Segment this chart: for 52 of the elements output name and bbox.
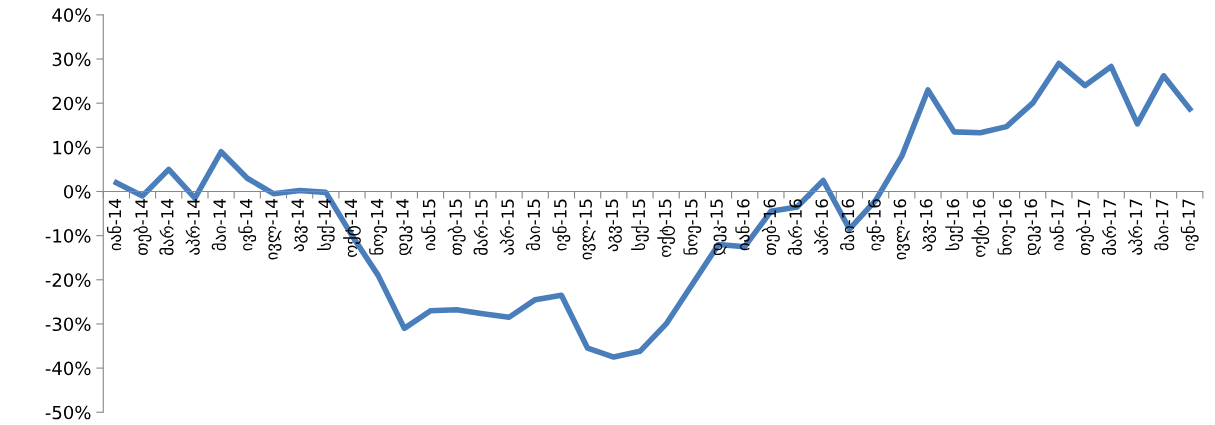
x-tick-label: ივლ-16: [893, 199, 910, 260]
x-tick-label: აპრ-16: [813, 199, 829, 255]
x-tick-label: მარ-15: [473, 199, 488, 255]
x-tick-label: აგვ-14: [291, 199, 308, 252]
x-tick-label: თებ-14: [133, 199, 152, 255]
x-tick-label: ივნ-14: [238, 199, 257, 251]
x-tick-label: ივლ-15: [579, 199, 596, 260]
x-tick-label: აპრ-17: [1128, 199, 1143, 255]
x-tick-label: მაი-17: [1154, 199, 1169, 251]
x-tick-label: აპრ-15: [499, 199, 514, 255]
x-tick-label: თებ-16: [761, 199, 780, 255]
x-tick-label: ნოე-16: [997, 199, 1016, 255]
x-tick-label: მაი-14: [211, 199, 226, 251]
x-tick-label: ნოე-15: [683, 199, 702, 255]
x-tick-label: ივნ-15: [552, 199, 571, 251]
x-tick-label: ივნ-16: [866, 199, 885, 251]
x-tick-label: ივნ-17: [1180, 199, 1199, 251]
x-tick-label: ოქტ-14: [343, 199, 361, 258]
x-tick-label: ივლ-14: [265, 199, 282, 260]
x-tick-label: იან-14: [107, 199, 122, 251]
y-tick-label: -20%: [45, 273, 91, 287]
x-tick-label: იან-15: [421, 199, 436, 251]
y-tick-label: -30%: [45, 317, 91, 332]
x-tick-label: მაი-16: [840, 199, 855, 251]
x-tick-label: დეკ-15: [710, 199, 727, 256]
y-tick-label: 20%: [52, 96, 91, 111]
x-tick-label: მარ-16: [787, 199, 802, 255]
y-tick-label: -40%: [45, 361, 91, 376]
x-tick-label: დეკ-16: [1024, 199, 1041, 256]
y-tick-label: -50%: [45, 405, 91, 420]
x-tick-label: თებ-15: [447, 199, 466, 255]
x-tick-label: აპრ-14: [185, 199, 200, 255]
x-tick-label: მაი-15: [525, 199, 541, 251]
x-tick-label: მარ-17: [1101, 199, 1117, 255]
x-tick-label: თებ-17: [1076, 199, 1094, 255]
y-tick-label: 40%: [52, 8, 91, 22]
x-tick-label: სექ-14: [316, 199, 335, 250]
y-tick-label: 0%: [64, 184, 91, 199]
x-tick-label: აგვ-16: [919, 199, 937, 252]
y-tick-label: -10%: [45, 229, 91, 243]
x-tick-label: ნოე-14: [369, 199, 388, 255]
x-tick-label: იან-16: [735, 199, 750, 251]
x-tick-label: ოქტ-16: [971, 199, 990, 258]
x-tick-label: მარ-14: [159, 199, 174, 255]
y-tick-label: 10%: [53, 140, 91, 155]
x-tick-label: დეკ-14: [396, 199, 413, 256]
x-tick-label: იან-17: [1049, 199, 1064, 251]
x-tick-label: ოქტ-15: [657, 199, 676, 258]
x-tick-label: სექ-15: [631, 199, 649, 250]
x-tick-label: სექ-16: [945, 199, 963, 250]
x-tick-label: აგვ-15: [605, 199, 622, 252]
y-tick-label: 30%: [52, 52, 91, 67]
